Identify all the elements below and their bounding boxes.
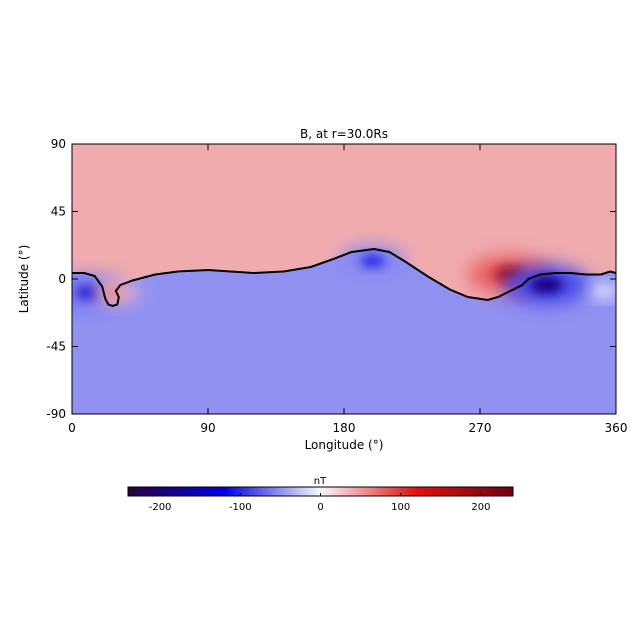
colorbar-tick-label: 100 [391,502,410,513]
x-axis-label: Longitude (°) [305,438,384,452]
y-axis-label: Latitude (°) [17,245,31,314]
y-tick-label: 0 [58,272,66,286]
chart-title: B, at r=30.0Rs [300,127,388,141]
colorbar: nT -200 -100 0 100 200 [127,476,514,513]
blue-core-lon315 [530,276,563,294]
plot-area [72,144,616,414]
x-tick-label: 360 [605,421,628,435]
neutral-line [72,247,616,308]
y-tick-label: -90 [46,407,66,421]
x-tick-label: 270 [469,421,492,435]
blue-core-lon200 [360,254,386,268]
x-axis: 0 90 180 270 360 [68,144,627,435]
x-tick-label: 180 [333,421,356,435]
field-features [72,246,616,310]
red-spot-lon28 [105,287,124,298]
south-field-region [72,249,616,414]
colorbar-tick-label: -200 [149,502,172,513]
pale-band-lon350 [598,287,610,295]
y-axis: 90 45 0 -45 -90 [46,137,616,421]
y-tick-label: 45 [51,205,66,219]
y-tick-label: -45 [46,340,66,354]
colorbar-label: nT [314,476,327,487]
colorbar-tick-label: -100 [229,502,252,513]
colorbar-tick-label: 200 [471,502,490,513]
y-tick-label: 90 [51,137,66,151]
x-tick-label: 0 [68,421,76,435]
x-tick-label: 90 [200,421,215,435]
colorbar-tick-label: 0 [317,502,323,513]
